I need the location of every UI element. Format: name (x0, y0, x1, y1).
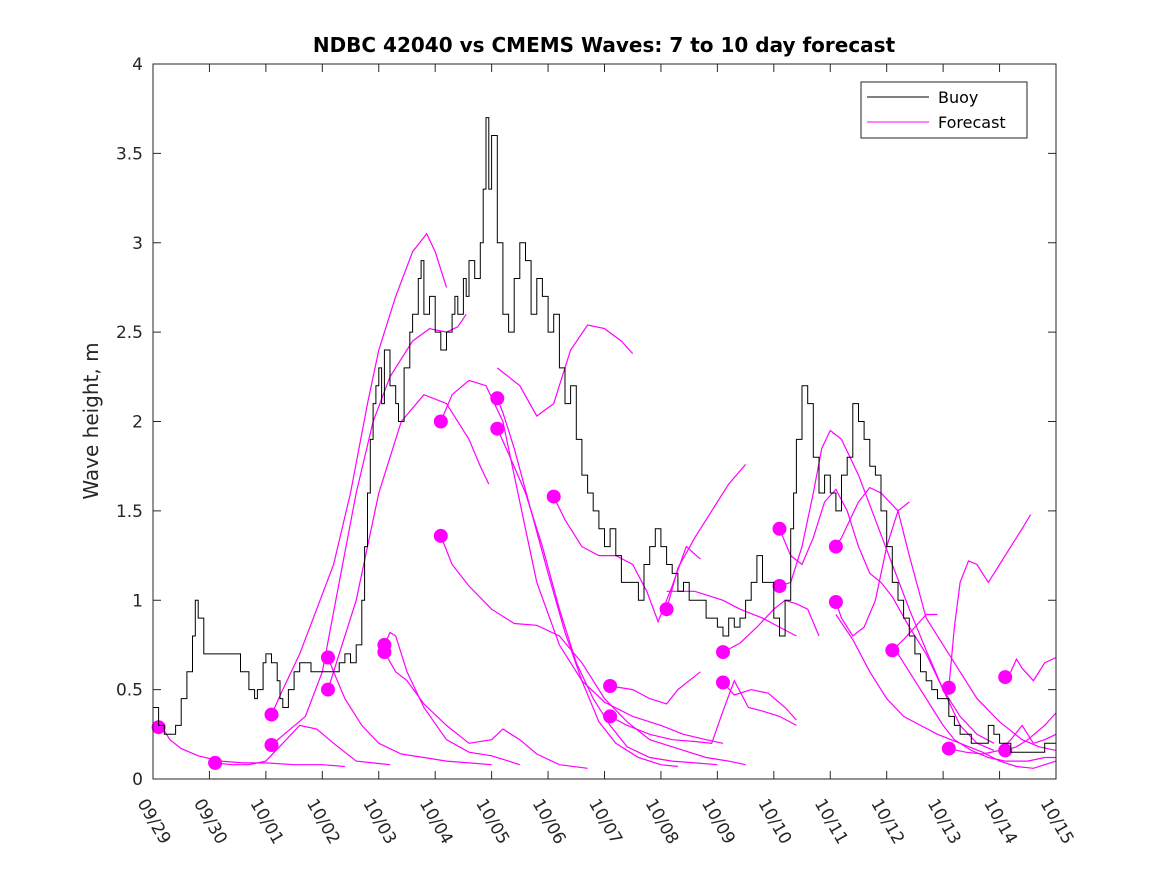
forecast-line-18 (722, 599, 820, 653)
forecast-line-12 (496, 324, 634, 417)
forecast-line-7 (383, 651, 588, 769)
forecast-marker-12 (546, 489, 561, 504)
forecast-marker-15 (659, 602, 674, 617)
forecast-line-15 (609, 679, 797, 744)
plot-area (153, 64, 1056, 779)
forecast-marker-0 (151, 720, 166, 735)
y-tick-label: 2 (132, 413, 143, 433)
forecast-marker-14 (603, 709, 618, 724)
forecast-marker-9 (433, 528, 448, 543)
y-tick-label: 0.5 (116, 681, 143, 701)
forecast-marker-11 (490, 421, 505, 436)
chart-title: NDBC 42040 vs CMEMS Waves: 7 to 10 day f… (313, 33, 896, 57)
forecast-marker-1 (208, 755, 223, 770)
y-tick-label: 0 (132, 770, 143, 790)
forecast-marker-8 (433, 414, 448, 429)
forecast-line-25 (891, 649, 1056, 762)
forecast-line-2 (270, 232, 448, 715)
forecast-marker-2 (264, 707, 279, 722)
forecast-marker-22 (885, 643, 900, 658)
y-tick-label: 2.5 (116, 323, 143, 343)
forecast-line-6 (383, 631, 520, 766)
forecast-marker-18 (772, 521, 787, 536)
forecast-line-4 (327, 657, 492, 766)
forecast-line-30 (1005, 712, 1057, 751)
legend-label-buoy: Buoy (938, 88, 978, 107)
buoy-line (153, 117, 1057, 753)
forecast-marker-4 (321, 650, 335, 665)
forecast-marker-7 (377, 645, 392, 660)
forecast-line-28 (948, 724, 1057, 755)
forecast-series (151, 232, 1057, 770)
y-tick-label: 3.5 (116, 144, 143, 164)
forecast-line-23 (835, 508, 1057, 751)
forecast-marker-20 (828, 539, 843, 554)
forecast-marker-19 (772, 579, 787, 593)
forecast-line-14 (610, 671, 701, 705)
forecast-marker-23 (941, 680, 956, 695)
forecast-marker-10 (490, 391, 505, 406)
forecast-marker-16 (716, 645, 730, 660)
forecast-line-26 (891, 613, 938, 651)
legend-label-forecast: Forecast (938, 113, 1006, 132)
y-tick-label: 1.5 (116, 502, 143, 522)
y-tick-label: 1 (132, 591, 143, 611)
legend-box (860, 81, 1028, 139)
forecast-line-8 (440, 379, 724, 744)
y-axis-label: Wave height, m (79, 342, 103, 499)
buoy-series (153, 117, 1057, 753)
y-tick-label: 3 (132, 234, 143, 254)
forecast-line-27 (948, 514, 1032, 688)
forecast-line-29 (1004, 656, 1057, 682)
forecast-line-16 (666, 464, 747, 610)
forecast-marker-5 (321, 682, 335, 697)
forecast-marker-13 (603, 679, 618, 693)
forecast-line-22 (835, 486, 910, 547)
y-tick-label: 4 (132, 55, 143, 75)
forecast-line-10 (496, 398, 678, 768)
forecast-marker-3 (264, 738, 279, 752)
forecast-marker-25 (998, 670, 1013, 685)
forecast-marker-24 (941, 741, 956, 756)
forecast-marker-26 (998, 743, 1013, 758)
forecast-marker-17 (716, 675, 730, 690)
forecast-line-24 (835, 614, 1057, 769)
forecast-line-21 (779, 429, 995, 744)
forecast-marker-21 (828, 595, 843, 609)
forecast-line-9 (440, 535, 746, 766)
forecast-line-19 (722, 682, 797, 721)
forecast-line-11 (496, 428, 718, 766)
legend: Buoy Forecast (860, 81, 1028, 139)
forecast-line-5 (327, 393, 490, 690)
forecast-line-1 (215, 724, 391, 766)
